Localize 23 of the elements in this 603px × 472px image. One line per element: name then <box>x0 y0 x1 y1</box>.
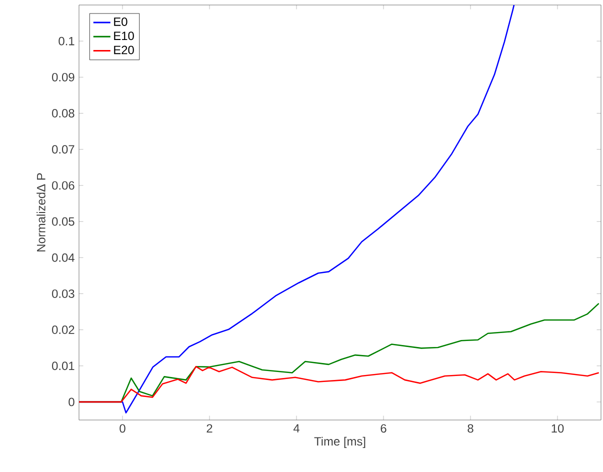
x-tick-label: 2 <box>206 424 212 433</box>
y-tick-label: 0.05 <box>52 217 74 226</box>
y-tick-label: 0.06 <box>52 181 74 190</box>
legend-label: E10 <box>114 32 134 40</box>
line-series <box>79 366 600 403</box>
x-axis-title: Time [ms] <box>314 436 366 448</box>
legend-label: E0 <box>114 17 128 26</box>
x-tick-label: 10 <box>552 424 564 433</box>
x-tick-label: 0 <box>120 424 126 433</box>
legend-label: E20 <box>114 46 134 54</box>
x-tick-label: 8 <box>468 424 474 433</box>
y-tick-label: 0.01 <box>52 362 74 370</box>
y-tick-label: 0.1 <box>58 36 74 46</box>
y-tick-label: 0.08 <box>52 109 74 118</box>
y-axis-title: NormalizedΔ P <box>36 173 46 252</box>
y-tick-label: 0 <box>68 398 74 406</box>
y-tick-label: 0.02 <box>52 326 74 334</box>
y-tick-label: 0.03 <box>52 289 74 298</box>
x-tick-label: 6 <box>380 424 386 433</box>
y-tick-label: 0.04 <box>52 253 74 262</box>
y-tick-label: 0.09 <box>52 72 74 82</box>
y-tick-label: 0.07 <box>52 145 74 154</box>
x-tick-label: 4 <box>293 424 300 432</box>
